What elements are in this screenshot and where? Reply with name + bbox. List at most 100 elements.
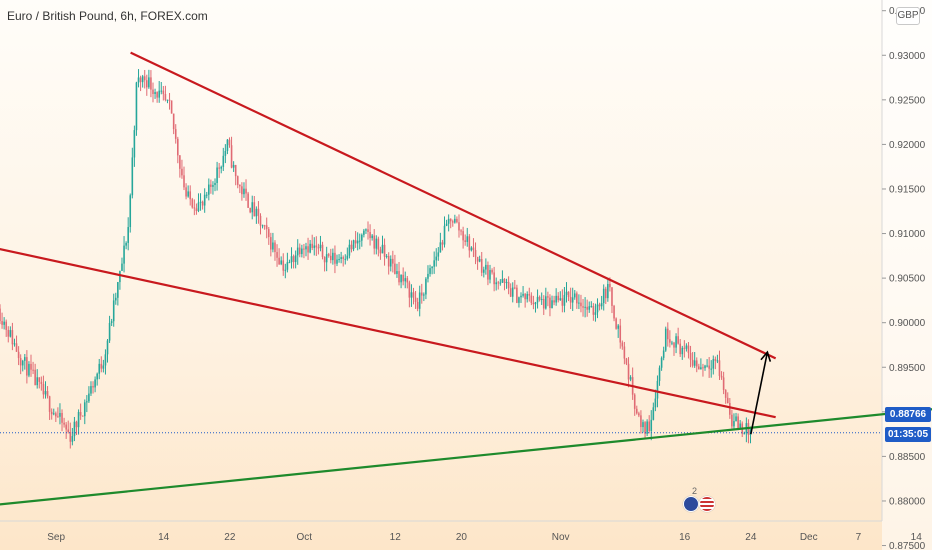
candle-body bbox=[451, 221, 454, 223]
candle-body bbox=[267, 229, 270, 238]
candle-body bbox=[464, 240, 466, 242]
candle-body bbox=[245, 188, 247, 194]
candle-body bbox=[86, 401, 88, 403]
candle-body bbox=[42, 383, 45, 395]
candle-body bbox=[110, 321, 113, 323]
candle-body bbox=[367, 229, 369, 233]
candle-body bbox=[313, 245, 316, 248]
candle-body bbox=[646, 421, 648, 434]
candle-body bbox=[191, 199, 194, 208]
candle-body bbox=[17, 351, 20, 359]
last-price-label: 0.88766 bbox=[885, 407, 931, 422]
candle-body bbox=[704, 365, 706, 369]
candle-body bbox=[154, 92, 156, 95]
candle-body bbox=[733, 421, 735, 427]
candle-body bbox=[48, 396, 51, 412]
candle-body bbox=[576, 293, 578, 304]
candle-body bbox=[348, 244, 351, 256]
eu-flag-icon[interactable] bbox=[683, 496, 699, 512]
candle-body bbox=[532, 302, 535, 305]
candle-body bbox=[50, 411, 53, 415]
candle-body bbox=[59, 412, 61, 417]
candle-body bbox=[369, 232, 371, 239]
candle-body bbox=[385, 255, 388, 257]
candle-body bbox=[439, 242, 442, 253]
candle-body bbox=[228, 139, 231, 146]
candle-body bbox=[57, 416, 59, 418]
candle-body bbox=[375, 238, 378, 249]
candle-body bbox=[658, 367, 661, 381]
candle-body bbox=[119, 270, 121, 283]
candle-body bbox=[567, 291, 570, 297]
candle-body bbox=[307, 246, 309, 253]
candle-body bbox=[139, 77, 142, 83]
candle-body bbox=[613, 305, 615, 319]
candle-body bbox=[499, 282, 502, 284]
candle-body bbox=[363, 230, 365, 235]
economic-events[interactable]: 2 bbox=[683, 486, 715, 516]
candle-body bbox=[412, 292, 415, 298]
candle-body bbox=[406, 278, 409, 283]
candle-body bbox=[629, 377, 632, 380]
candle-body bbox=[681, 347, 684, 355]
candle-body bbox=[259, 215, 262, 226]
candle-body bbox=[520, 295, 522, 298]
x-tick-label: 12 bbox=[390, 532, 402, 543]
candle-body bbox=[454, 218, 456, 223]
candle-body bbox=[61, 412, 63, 423]
candle-body bbox=[168, 99, 171, 101]
y-tick-label: 0.91000 bbox=[889, 229, 926, 240]
y-tick-label: 0.87500 bbox=[889, 541, 926, 550]
candle-body bbox=[7, 329, 10, 337]
candle-body bbox=[276, 252, 278, 258]
candle-body bbox=[44, 391, 47, 395]
candle-body bbox=[491, 270, 493, 273]
candle-body bbox=[19, 358, 22, 366]
candle-body bbox=[549, 297, 551, 309]
candle-body bbox=[38, 377, 41, 382]
candle-body bbox=[487, 264, 489, 280]
candle-body bbox=[158, 90, 160, 98]
candle-body bbox=[129, 195, 132, 228]
candle-body bbox=[193, 207, 196, 209]
x-tick-label: Dec bbox=[800, 532, 818, 543]
y-tick-label: 0.88000 bbox=[889, 496, 926, 507]
candle-body bbox=[671, 342, 673, 344]
candle-body bbox=[396, 271, 398, 274]
candle-body bbox=[633, 394, 636, 409]
candle-body bbox=[722, 377, 725, 390]
candle-body bbox=[609, 283, 611, 288]
candle-body bbox=[635, 408, 638, 414]
candle-body bbox=[327, 254, 330, 256]
candle-body bbox=[160, 90, 163, 92]
candle-body bbox=[460, 230, 462, 232]
y-tick-label: 0.90000 bbox=[889, 318, 926, 329]
candle-body bbox=[284, 269, 287, 271]
candle-body bbox=[121, 263, 123, 271]
price-axis bbox=[882, 0, 932, 550]
candle-body bbox=[607, 283, 609, 299]
candle-body bbox=[592, 306, 595, 315]
candle-body bbox=[288, 262, 291, 264]
candle-body bbox=[315, 245, 318, 248]
candle-body bbox=[518, 297, 520, 303]
x-tick-label: 7 bbox=[856, 532, 862, 543]
y-tick-label: 0.93000 bbox=[889, 51, 926, 62]
candle-body bbox=[594, 312, 597, 315]
us-flag-icon[interactable] bbox=[699, 496, 715, 512]
candle-body bbox=[205, 194, 208, 196]
candle-body bbox=[117, 282, 119, 298]
candle-body bbox=[102, 365, 105, 369]
candle-body bbox=[125, 242, 127, 246]
candle-body bbox=[600, 303, 603, 307]
candle-body bbox=[503, 278, 506, 284]
candle-body bbox=[580, 302, 582, 307]
candle-body bbox=[497, 282, 500, 284]
currency-button[interactable]: GBP bbox=[896, 7, 920, 25]
candle-body bbox=[720, 375, 723, 378]
candle-body bbox=[383, 244, 386, 257]
candle-body bbox=[648, 421, 650, 432]
candle-body bbox=[340, 257, 342, 259]
